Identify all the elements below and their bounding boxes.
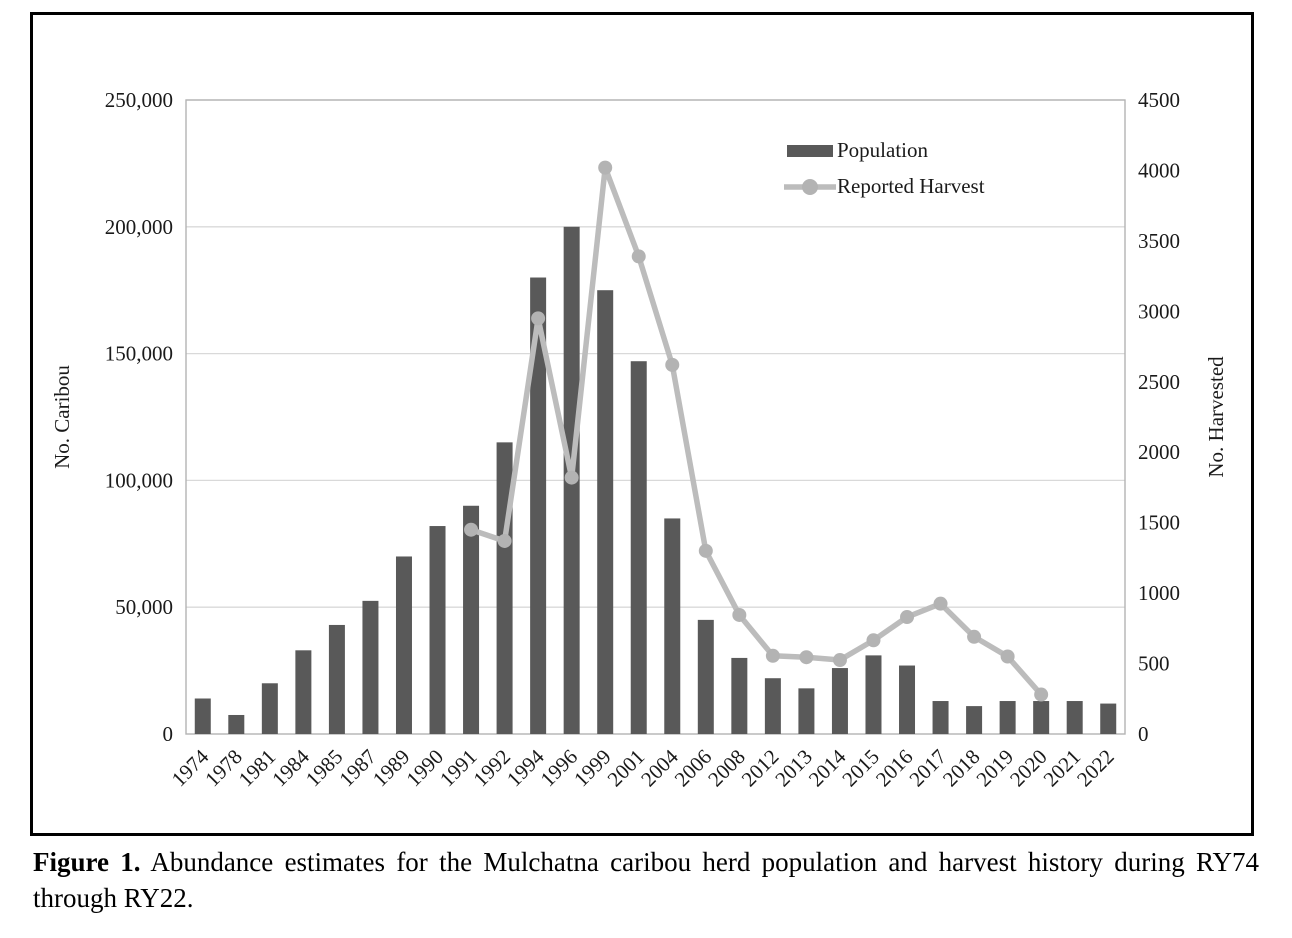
marker-2016 (900, 610, 915, 625)
bar-2012 (764, 678, 781, 734)
marker-1992 (497, 533, 512, 548)
legend-harvest-label: Reported Harvest (837, 174, 985, 198)
bar-2014 (831, 668, 848, 734)
bar-1990 (429, 526, 446, 734)
marker-2020 (1034, 687, 1049, 702)
left-axis-tick: 150,000 (105, 342, 173, 366)
bar-1991 (463, 505, 480, 734)
left-axis-title: No. Caribou (50, 365, 74, 469)
figure-frame: 0 50,000 100,000 150,000 200,000 250,000 0 500 1… (30, 12, 1254, 836)
marker-1999 (598, 160, 613, 175)
right-axis-tick: 3500 (1138, 229, 1180, 253)
bar-2008 (731, 657, 748, 734)
right-axis-title: No. Harvested (1204, 356, 1228, 478)
right-axis-tick: 1500 (1138, 511, 1180, 535)
bar-1987 (362, 600, 379, 734)
bar-1999 (597, 290, 614, 734)
caption-text: Abundance estimates for the Mulchatna ca… (33, 847, 1259, 913)
marker-2015 (866, 633, 881, 648)
bar-2013 (798, 688, 815, 734)
marker-1994 (531, 311, 546, 326)
bar-2006 (697, 619, 714, 734)
left-axis-tick: 100,000 (105, 468, 173, 492)
marker-2014 (832, 653, 847, 668)
bar-2017 (932, 701, 949, 734)
bar-2020 (1033, 701, 1050, 734)
right-axis-tick: 3000 (1138, 299, 1180, 323)
legend-population-swatch (787, 145, 833, 157)
legend-harvest-marker (802, 179, 818, 195)
bar-1989 (395, 556, 412, 734)
marker-1991 (464, 522, 479, 537)
bar-1974 (194, 698, 211, 734)
bar-1994 (530, 277, 547, 734)
bar-1978 (228, 714, 245, 734)
bar-1984 (295, 650, 312, 734)
marker-2012 (765, 648, 780, 663)
bar-2004 (664, 518, 681, 734)
figure-caption: Figure 1. Abundance estimates for the Mu… (33, 845, 1259, 917)
right-axis-tick: 0 (1138, 722, 1149, 746)
marker-2017 (933, 596, 948, 611)
chart-svg: 0 50,000 100,000 150,000 200,000 250,000 0 500 1… (50, 88, 1228, 792)
marker-2008 (732, 607, 747, 622)
right-axis-tick: 500 (1138, 652, 1170, 676)
harvest-line (470, 164, 1044, 697)
right-axis-tick: 4000 (1138, 158, 1180, 182)
left-axis-tick: 200,000 (105, 215, 173, 239)
bar-2021 (1066, 701, 1083, 734)
bar-2018 (966, 706, 983, 734)
bar-1985 (328, 624, 345, 734)
marker-2006 (698, 543, 713, 558)
x-axis-tick: 2022 (1072, 745, 1119, 792)
marker-2013 (799, 650, 814, 665)
plot-border (185, 99, 1126, 735)
bar-1981 (261, 683, 278, 734)
left-axis-tick: 250,000 (105, 88, 173, 112)
marker-1996 (564, 470, 579, 485)
right-axis-tick: 1000 (1138, 581, 1180, 605)
legend-population-label: Population (837, 138, 929, 162)
left-axis-tick: 50,000 (115, 595, 173, 619)
marker-2018 (967, 629, 982, 644)
bar-2016 (899, 665, 916, 734)
bar-2019 (999, 701, 1016, 734)
left-axis-tick: 0 (163, 722, 174, 746)
right-axis-tick: 4500 (1138, 88, 1180, 112)
marker-2019 (1000, 649, 1015, 664)
marker-2001 (631, 249, 646, 264)
bar-2001 (630, 361, 647, 734)
right-axis-tick: 2000 (1138, 440, 1180, 464)
caption-figure-number: Figure 1. (33, 847, 141, 877)
marker-2004 (665, 357, 680, 372)
right-axis-tick: 2500 (1138, 370, 1180, 394)
bar-2022 (1100, 703, 1117, 734)
bar-2015 (865, 655, 882, 734)
